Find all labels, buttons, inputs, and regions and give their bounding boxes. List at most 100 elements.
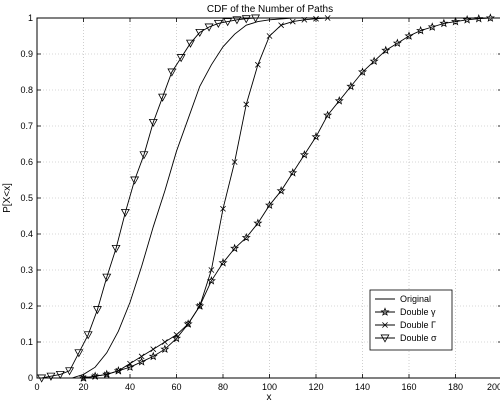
series-group (37, 13, 495, 383)
star-marker (183, 319, 193, 328)
star-marker (78, 373, 89, 382)
x-marker (80, 375, 87, 381)
x-marker (92, 373, 99, 380)
star-marker (392, 38, 402, 48)
x-tick-label: 20 (78, 382, 88, 392)
x-marker (301, 16, 308, 23)
triangle-down-marker (92, 306, 102, 315)
x-marker (254, 61, 261, 68)
chart-title: CDF of the Number of Paths (207, 4, 333, 15)
x-marker (243, 101, 250, 108)
x-marker (150, 346, 157, 353)
star-marker (230, 243, 240, 253)
star-marker (299, 150, 309, 159)
x-tick-label: 120 (308, 382, 323, 392)
triangle-down-marker (223, 18, 233, 27)
legend-entry-0: Original (400, 294, 431, 304)
x-tick-label: 180 (448, 382, 463, 392)
star-marker (148, 351, 158, 361)
series-line-0 (71, 17, 316, 379)
y-tick-label: 0 (28, 373, 33, 383)
x-tick-label: 0 (34, 382, 39, 392)
star-marker (404, 31, 414, 40)
series-2 (80, 15, 331, 381)
legend-entry-2: Double Γ (400, 320, 436, 330)
y-axis-label: P[X<x] (2, 183, 13, 213)
x-marker (173, 331, 180, 338)
triangle-down-marker (46, 372, 56, 381)
triangle-down-marker (167, 68, 177, 77)
triangle-down-marker (120, 208, 130, 218)
triangle-down-marker (55, 370, 65, 380)
y-tick-label: 0.7 (20, 121, 33, 131)
legend-entry-1: Double γ (400, 307, 436, 317)
star-marker (264, 200, 275, 210)
star-marker (160, 344, 170, 354)
x-marker (266, 33, 273, 39)
star-marker (439, 18, 449, 28)
star-marker (218, 258, 228, 267)
star-marker (90, 371, 100, 381)
triangle-down-marker (213, 19, 223, 29)
x-tick-label: 160 (401, 382, 416, 392)
triangle-down-marker (139, 151, 149, 160)
star-marker (323, 110, 333, 120)
x-marker (103, 371, 110, 378)
y-tick-label: 0.3 (20, 265, 33, 275)
x-marker (196, 303, 203, 309)
star-marker (137, 357, 147, 366)
y-tick-label: 0.1 (20, 337, 33, 347)
star-marker (334, 96, 344, 105)
triangle-down-marker (74, 349, 84, 358)
x-tick-label: 40 (125, 382, 135, 392)
y-tick-label: 0.5 (20, 193, 33, 203)
x-tick-label: 140 (355, 382, 370, 392)
triangle-down-marker (251, 14, 261, 23)
legend: Original Double γ Double Γ Double σ (369, 289, 453, 351)
x-marker (313, 15, 319, 22)
star-marker (357, 67, 368, 76)
triangle-down-marker (176, 54, 186, 63)
axis-ticks: 0 20 40 60 80 100 120 140 160 180 200 0 0.1 0.2 0.3 0.4… (20, 13, 500, 392)
x-tick-label: 200 (487, 382, 500, 392)
x-axis-label: x (267, 392, 272, 403)
triangle-down-marker (185, 39, 195, 48)
triangle-down-marker (241, 15, 251, 24)
triangle-down-marker (204, 23, 214, 32)
y-tick-label: 0.6 (20, 157, 33, 167)
x-tick-label: 100 (262, 382, 277, 392)
star-marker (311, 132, 321, 141)
star-marker (346, 81, 356, 91)
star-marker (462, 15, 472, 24)
triangle-down-marker (102, 273, 112, 282)
star-marker (381, 45, 391, 55)
star-marker (474, 13, 484, 23)
star-marker (369, 56, 379, 66)
x-marker (161, 339, 168, 345)
series-line-3 (41, 17, 256, 379)
star-marker (450, 16, 461, 26)
y-tick-label: 0.9 (20, 49, 33, 59)
star-marker (276, 186, 286, 195)
star-marker (427, 22, 437, 31)
triangle-down-marker (148, 118, 158, 128)
triangle-down-marker (195, 28, 205, 38)
series-3 (37, 14, 261, 383)
x-marker (382, 322, 388, 328)
star-marker (288, 168, 298, 177)
x-tick-label: 60 (171, 382, 181, 392)
star-marker (380, 307, 390, 316)
star-marker (241, 232, 251, 242)
y-tick-label: 1 (28, 13, 33, 23)
series-line-2 (83, 17, 328, 379)
x-marker (138, 353, 145, 360)
triangle-down-marker (83, 331, 93, 340)
y-tick-label: 0.8 (20, 85, 33, 95)
star-marker (485, 13, 495, 22)
triangle-down-marker (158, 93, 168, 102)
triangle-down-marker (232, 16, 242, 25)
x-marker (289, 18, 296, 25)
triangle-down-marker (37, 374, 47, 383)
star-marker (253, 218, 263, 228)
